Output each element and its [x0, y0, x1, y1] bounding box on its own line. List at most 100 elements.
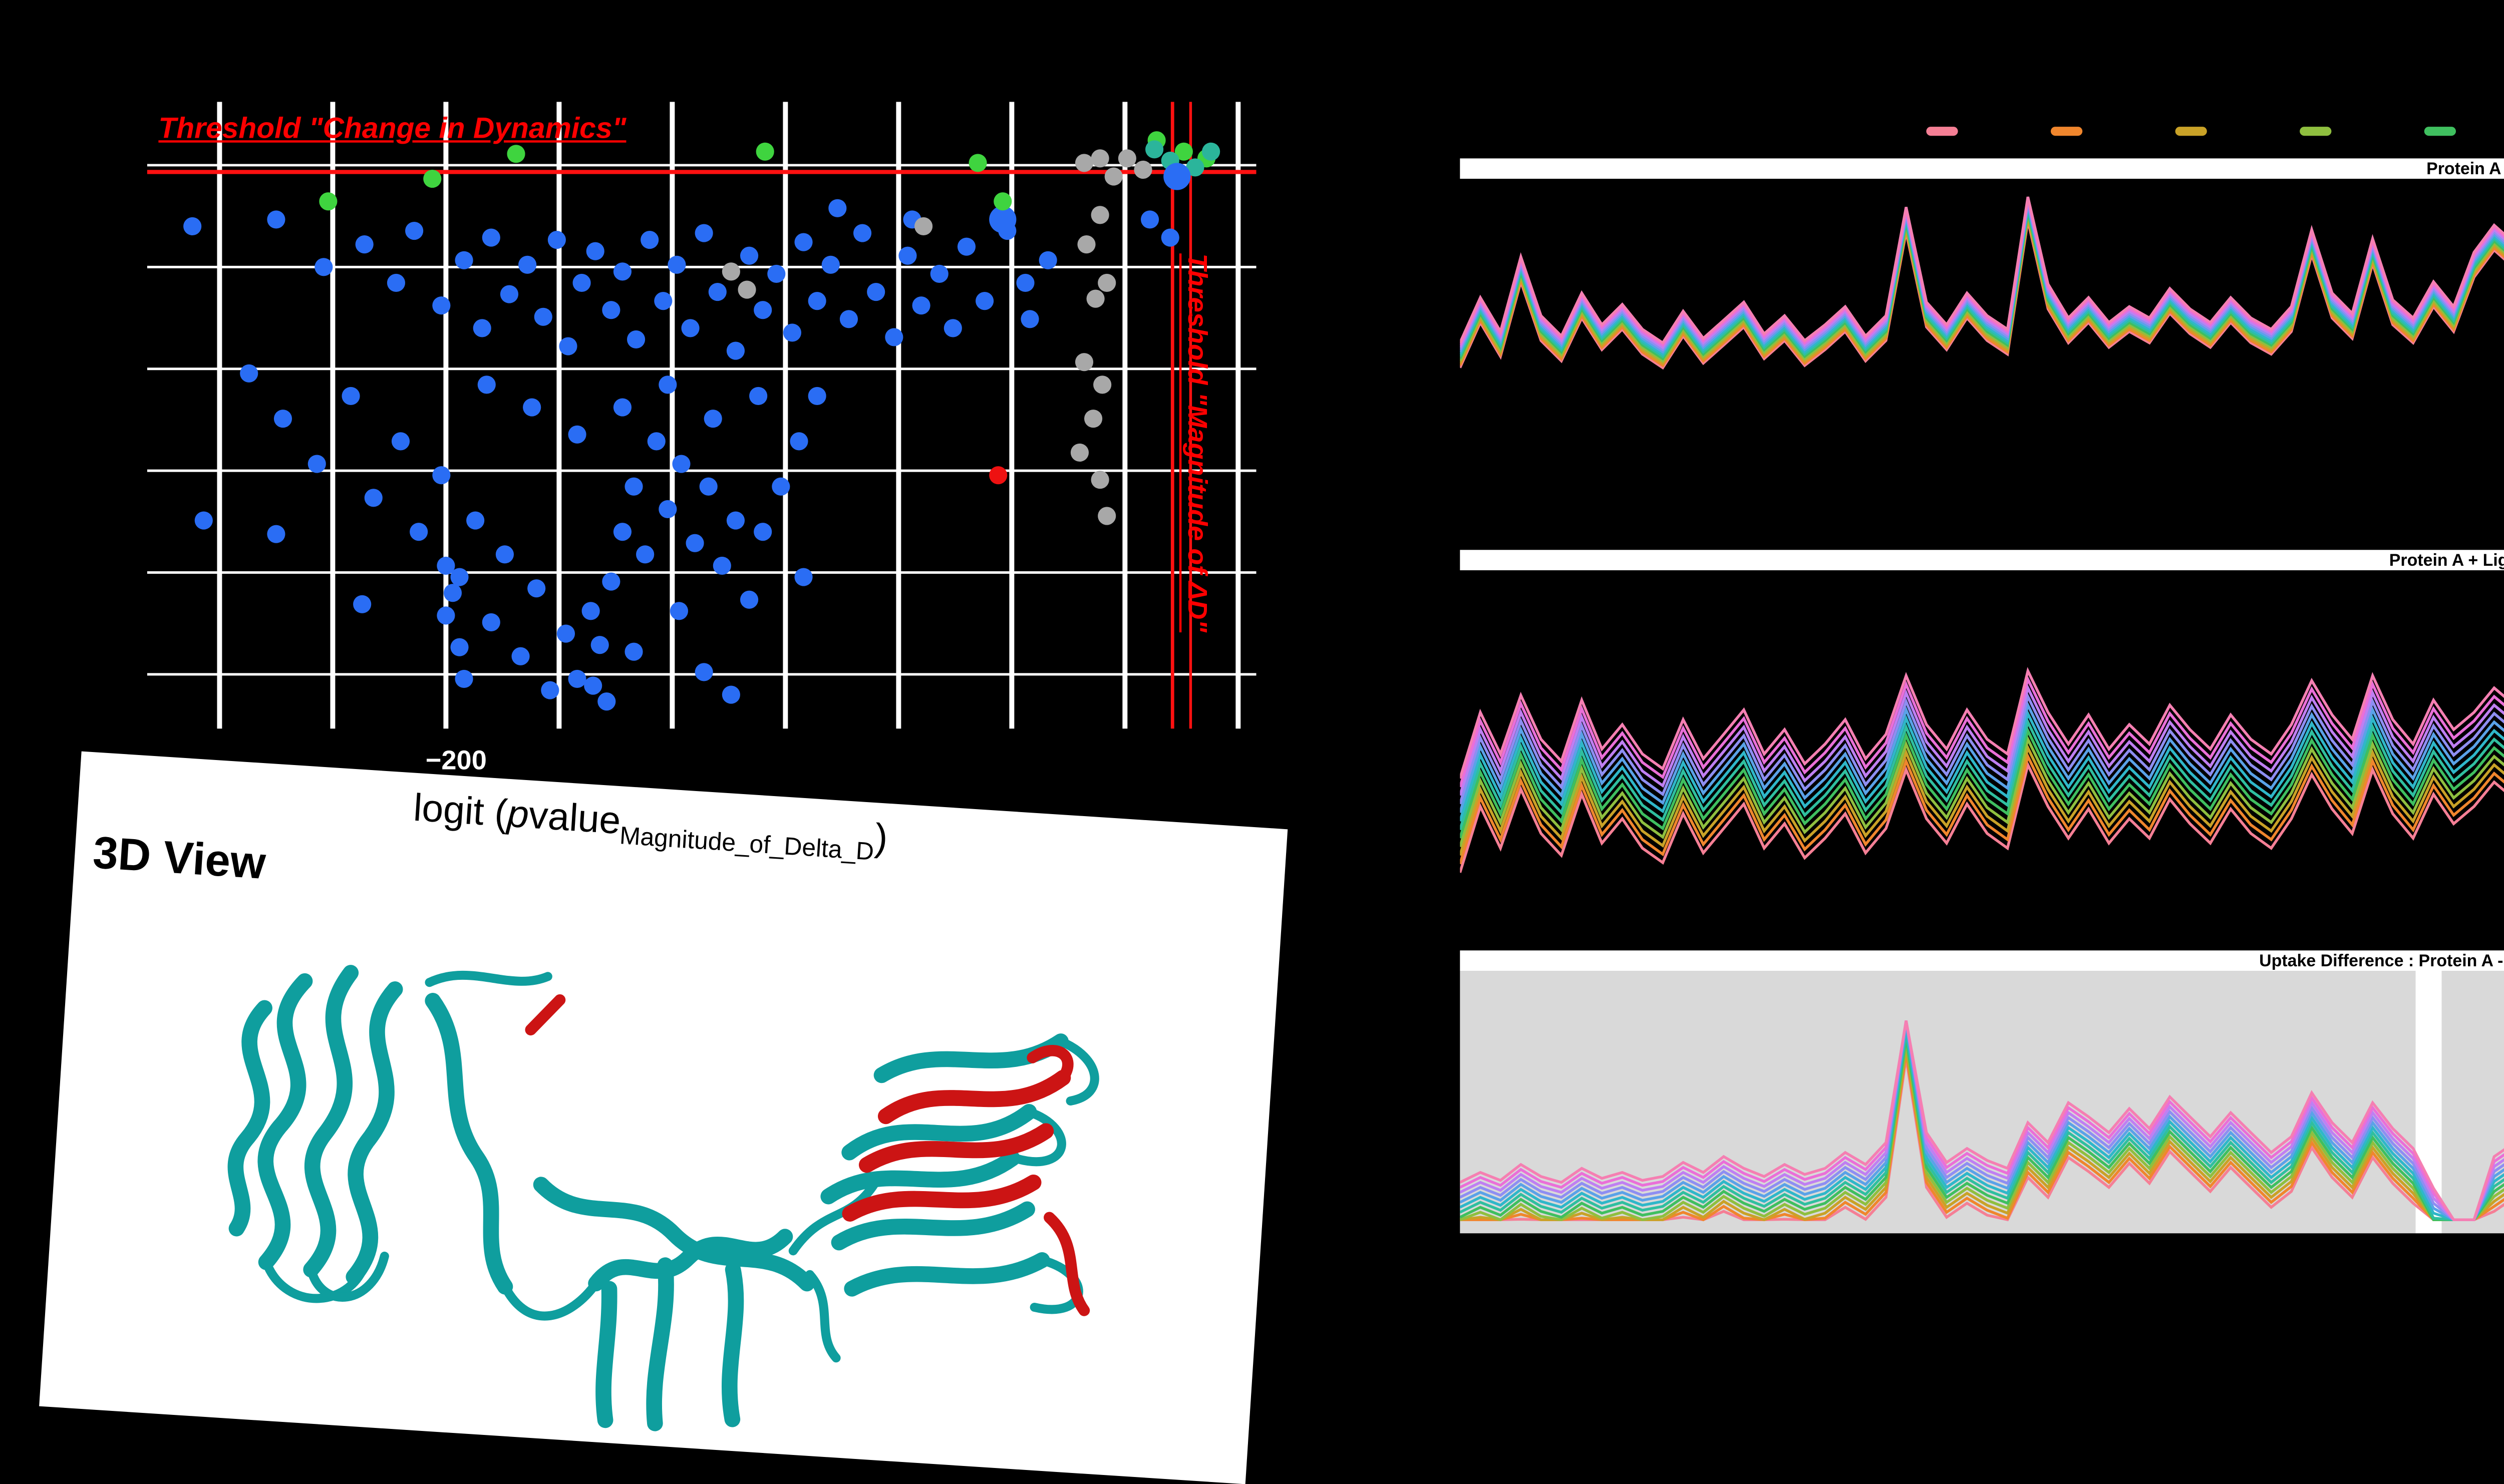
volcano-point — [437, 556, 455, 575]
volcano-point — [1075, 154, 1094, 172]
volcano-point — [455, 251, 473, 269]
volcano-point — [523, 398, 541, 417]
volcano-point — [898, 246, 917, 265]
volcano-point — [602, 572, 620, 591]
panel-title-uptake-difference: Uptake Difference : Protein A - (Protein… — [1460, 950, 2504, 971]
panel-title-protein-a: Protein A — [1460, 158, 2504, 179]
volcano-point — [1098, 507, 1116, 525]
volcano-point — [477, 376, 496, 394]
volcano-x-axis-label: logit (pvalueMagnitude_of_Delta_D) — [412, 787, 889, 868]
axis-label-p: p — [506, 792, 530, 837]
uptake-series — [1460, 675, 2504, 788]
volcano-point — [450, 568, 469, 586]
volcano-point — [597, 692, 616, 711]
volcano-point — [783, 323, 802, 342]
volcano-point — [1163, 163, 1191, 190]
volcano-point — [364, 489, 383, 507]
volcano-point — [659, 500, 677, 519]
volcano-point — [1145, 140, 1164, 159]
volcano-point — [273, 410, 292, 428]
volcano-point — [944, 319, 962, 337]
volcano-point — [183, 217, 202, 236]
volcano-point — [534, 307, 552, 326]
volcano-point — [1084, 410, 1103, 428]
volcano-point — [885, 328, 903, 346]
volcano-point — [391, 432, 410, 451]
volcano-point — [267, 525, 285, 543]
protein-ribbon-3d-view[interactable] — [63, 888, 1259, 1471]
volcano-point — [466, 511, 485, 530]
volcano-point — [613, 523, 632, 541]
volcano-point — [1104, 167, 1123, 186]
uptake-series — [1460, 684, 2504, 796]
volcano-point — [584, 676, 602, 695]
volcano-point — [738, 280, 756, 299]
volcano-point — [194, 511, 213, 530]
uptake-series — [1460, 701, 2504, 813]
volcano-point — [307, 455, 326, 473]
volcano-point — [547, 231, 566, 249]
volcano-point — [405, 221, 424, 240]
volcano-point — [342, 387, 360, 406]
volcano-point — [808, 292, 826, 310]
uptake-series — [1460, 211, 2504, 361]
volcano-point — [473, 319, 491, 337]
volcano-point — [1075, 353, 1094, 372]
axis-label-prefix: logit ( — [412, 786, 509, 836]
uptake-series — [1460, 735, 2504, 848]
volcano-point — [1086, 289, 1105, 308]
volcano-point — [1070, 443, 1089, 462]
volcano-point — [1077, 235, 1096, 254]
volcano-point — [740, 590, 759, 609]
volcano-point — [681, 319, 700, 337]
volcano-x-tick-label: −200 — [425, 745, 487, 777]
view3d-title: 3D View — [91, 829, 267, 890]
volcano-point — [1091, 149, 1109, 168]
volcano-point — [1039, 251, 1057, 269]
volcano-point — [267, 210, 285, 229]
volcano-point — [1186, 158, 1204, 177]
volcano-point — [1093, 376, 1112, 394]
volcano-point — [654, 292, 673, 310]
timepoint-legend — [1926, 127, 2504, 135]
uptake-series — [1460, 726, 2504, 839]
panel-title-text: Protein A + Ligand — [2389, 549, 2504, 570]
legend-swatch — [2050, 127, 2083, 135]
uptake-series — [1460, 709, 2504, 822]
uptake-chart-protein-a — [1460, 196, 2504, 370]
panel-title-protein-a-ligand: Protein A + Ligand — [1460, 550, 2504, 570]
volcano-point — [1161, 228, 1179, 247]
volcano-point — [708, 282, 727, 301]
volcano-point — [627, 330, 646, 349]
uptake-series — [1460, 718, 2504, 831]
uptake-series — [1460, 692, 2504, 805]
volcano-point — [713, 556, 731, 575]
volcano-point — [507, 145, 525, 163]
volcano-point — [568, 669, 586, 688]
volcano-point — [240, 364, 258, 383]
volcano-point — [867, 282, 885, 301]
volcano-point — [695, 663, 713, 681]
volcano-point — [387, 273, 406, 292]
volcano-point — [695, 224, 713, 242]
volcano-point — [1098, 273, 1116, 292]
volcano-point — [808, 387, 826, 406]
volcano-point — [602, 301, 620, 319]
volcano-point — [495, 545, 514, 564]
volcano-point — [749, 387, 768, 406]
volcano-point — [541, 681, 559, 699]
volcano-point — [740, 246, 759, 265]
volcano-point — [839, 310, 858, 328]
volcano-point — [432, 466, 451, 485]
uptake-chart-protein-a-ligand — [1460, 667, 2504, 873]
volcano-point — [726, 511, 745, 530]
volcano-point — [568, 425, 586, 444]
volcano-point — [556, 624, 575, 643]
uptake-series — [1460, 1020, 2504, 1221]
volcano-point — [1021, 310, 1039, 328]
volcano-point — [624, 477, 643, 496]
axis-label-close: ) — [873, 816, 889, 860]
volcano-point — [790, 432, 808, 451]
volcano-point — [670, 602, 689, 620]
volcano-point — [1202, 142, 1220, 161]
